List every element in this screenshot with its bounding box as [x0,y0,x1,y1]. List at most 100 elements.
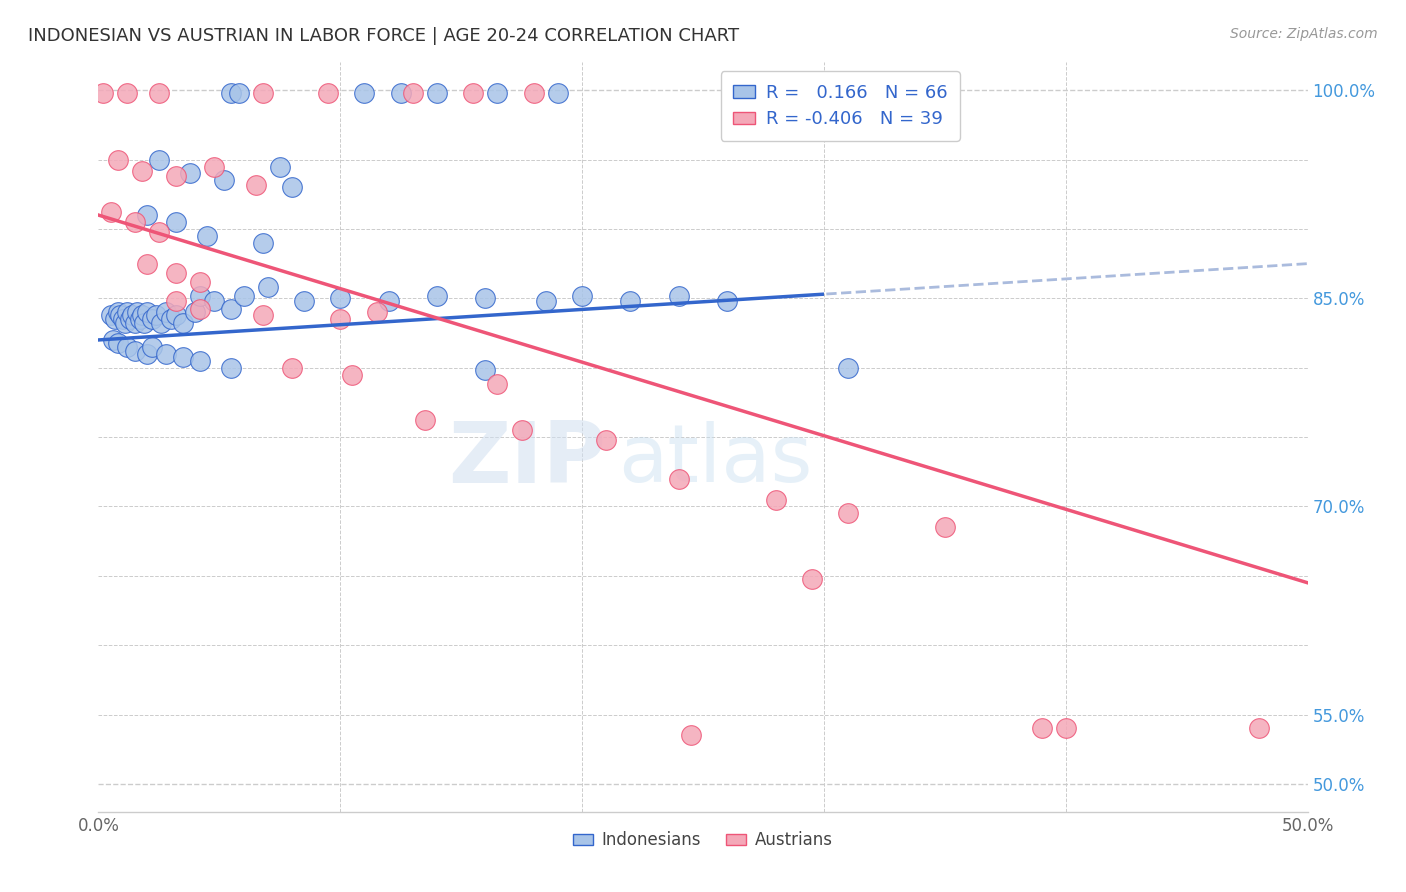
Point [523,86,546,100]
Point [141,312,163,326]
Point [1054,722,1077,736]
Point [165,266,187,280]
Point [204,160,226,174]
Point [184,305,207,319]
Point [342,368,364,382]
Point [221,360,243,375]
Point [135,305,157,319]
Point [121,308,143,322]
Point [934,520,956,534]
Point [127,305,149,319]
Point [104,312,127,326]
Point [1249,722,1271,736]
Point [100,205,122,219]
Point [668,472,690,486]
Point [204,294,226,309]
Point [131,308,153,322]
Point [256,280,278,294]
Point [135,257,157,271]
Point [124,344,146,359]
Point [413,413,436,427]
Point [329,291,352,305]
Point [114,316,136,330]
Point [165,169,187,184]
Point [668,288,690,302]
Point [107,305,129,319]
Point [463,86,485,100]
Point [124,215,146,229]
Point [134,316,156,330]
Point [426,288,449,302]
Point [252,86,274,100]
Point [366,305,388,319]
Point [232,288,254,302]
Point [353,86,375,100]
Point [107,153,129,167]
Point [195,228,218,243]
Point [117,305,139,319]
Point [402,86,425,100]
Point [389,86,412,100]
Point [148,86,170,100]
Point [111,312,134,326]
Point [172,316,194,330]
Point [474,363,496,377]
Point [292,294,315,309]
Point [252,235,274,250]
Point [135,347,157,361]
Point [474,291,496,305]
Point [117,340,139,354]
Point [179,166,201,180]
Point [141,340,163,354]
Point [188,302,211,317]
Point [148,153,170,167]
Point [188,275,211,289]
Point [165,294,187,309]
Point [486,377,509,392]
Point [716,294,738,309]
Point [188,353,211,368]
Point [148,225,170,239]
Point [145,308,167,322]
Point [91,86,114,100]
Text: INDONESIAN VS AUSTRIAN IN LABOR FORCE | AGE 20-24 CORRELATION CHART: INDONESIAN VS AUSTRIAN IN LABOR FORCE | … [28,27,740,45]
Text: atlas: atlas [619,420,813,499]
Point [221,302,243,317]
Point [128,312,150,326]
Point [212,173,235,187]
Point [124,316,146,330]
Point [228,86,250,100]
Point [800,572,823,586]
Point [100,308,122,322]
Point [107,335,129,350]
Point [1031,722,1053,736]
Point [269,160,291,174]
Legend: Indonesians, Austrians: Indonesians, Austrians [567,824,839,855]
Point [252,308,274,322]
Point [160,312,183,326]
Point [837,360,859,375]
Point [281,360,304,375]
Point [426,86,449,100]
Text: ZIP: ZIP [449,418,606,501]
Point [329,312,352,326]
Point [155,305,177,319]
Point [571,288,593,302]
Point [188,288,211,302]
Point [118,312,141,326]
Point [172,350,194,364]
Point [486,86,509,100]
Point [316,86,339,100]
Point [135,208,157,222]
Point [679,728,702,742]
Point [595,433,617,447]
Point [221,86,243,100]
Point [837,507,859,521]
Point [117,86,139,100]
Point [281,180,304,194]
Point [245,178,267,192]
Point [155,347,177,361]
Point [619,294,641,309]
Point [150,316,173,330]
Point [510,423,533,437]
